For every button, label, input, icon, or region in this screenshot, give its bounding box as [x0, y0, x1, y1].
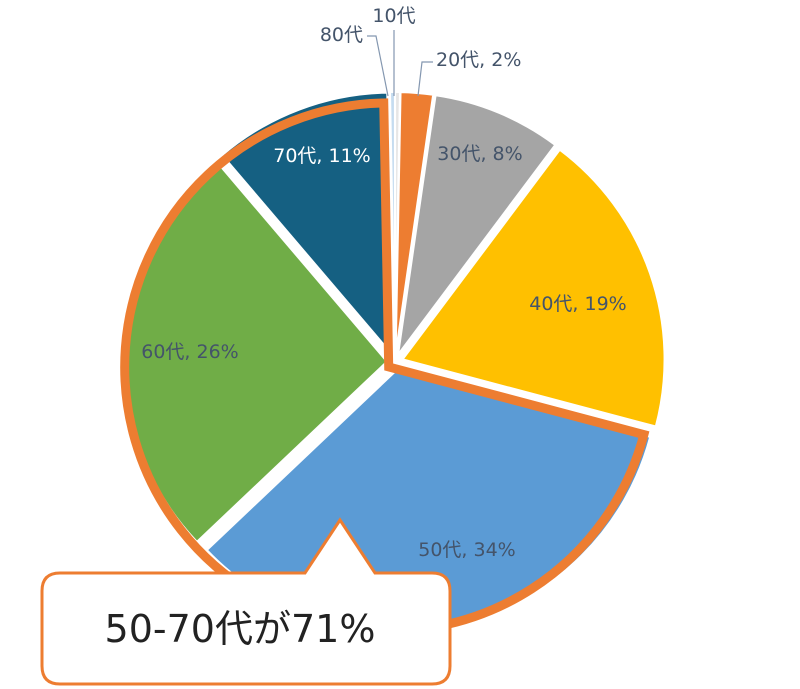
- leader-line-80代: [367, 35, 389, 97]
- slice-label-30代: 30代, 8%: [437, 143, 522, 165]
- slice-label-70代: 70代, 11%: [273, 145, 371, 167]
- highlight-outline: [120, 98, 650, 636]
- pie-slice-80代: [388, 91, 396, 355]
- slice-label-50代: 50代, 34%: [418, 539, 516, 561]
- slice-label-10代: 10代: [372, 5, 415, 27]
- callout-shape: [40, 517, 452, 686]
- slice-label-40代: 40代, 19%: [529, 293, 627, 315]
- slice-labels: 10代 20代, 2% 30代, 8% 40代, 19% 50代, 34% 60代, 26…: [141, 5, 627, 561]
- slice-label-20代: 20代, 2%: [436, 49, 521, 71]
- pie-slice-40代: [400, 148, 666, 428]
- leader-line-20代: [417, 61, 433, 97]
- callout-text: 50-70代が71%: [105, 607, 376, 651]
- callout-box: 50-70代が71%: [40, 517, 452, 686]
- slice-label-80代: 80代: [320, 24, 363, 46]
- pie-slice-20代: [394, 91, 435, 355]
- pie-slice-30代: [397, 94, 557, 356]
- slice-label-60代: 60代, 26%: [141, 341, 239, 363]
- pie-slice-70代: [220, 91, 394, 358]
